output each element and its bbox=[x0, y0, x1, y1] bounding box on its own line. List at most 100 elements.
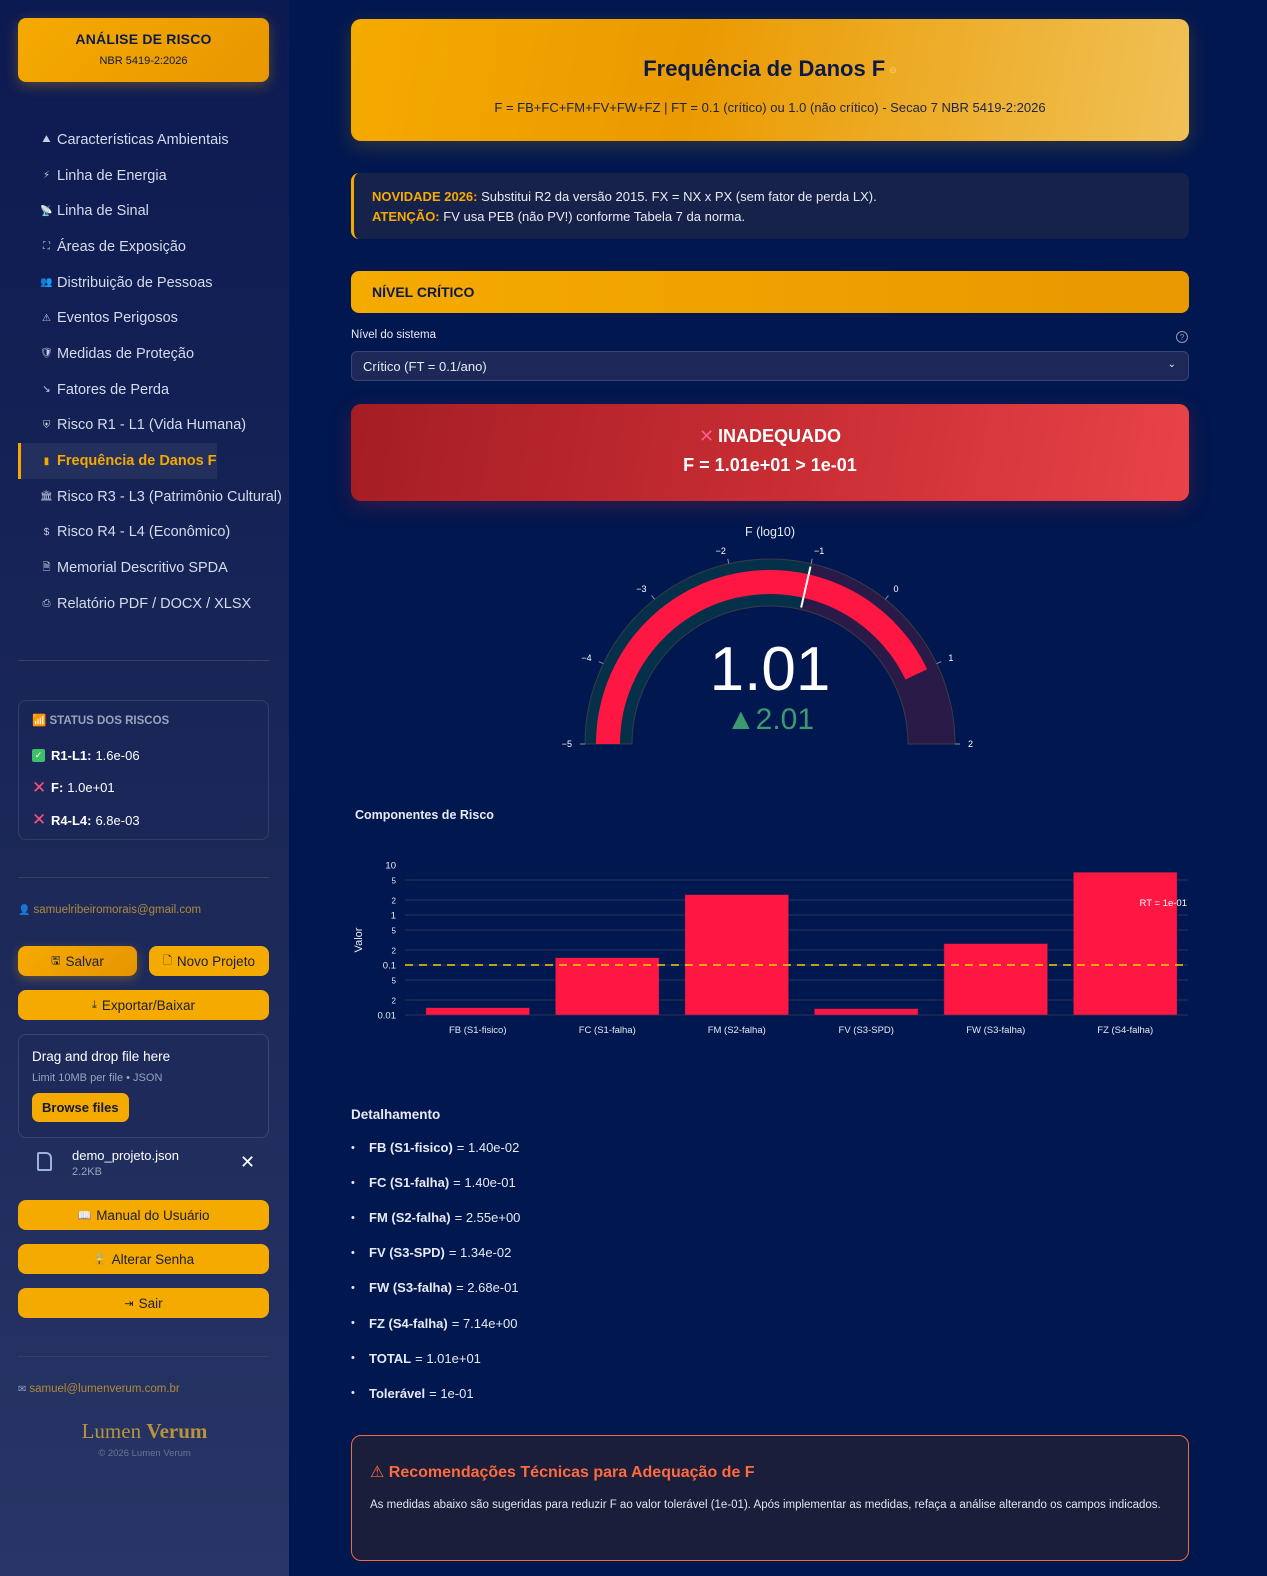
bar bbox=[425, 1007, 530, 1016]
detail-item: TOTAL= 1.01e+01 bbox=[351, 1341, 520, 1376]
risk-status-title: 📶 STATUS DOS RISCOS bbox=[32, 715, 170, 727]
sidebar-item-label: Distribuição de Pessoas bbox=[57, 274, 213, 291]
sidebar-item-eventos-perigosos[interactable]: ⚠ Eventos Perigosos bbox=[18, 300, 288, 336]
svg-text:−3: −3 bbox=[636, 584, 646, 594]
svg-text:RT = 1e-01: RT = 1e-01 bbox=[1140, 898, 1187, 909]
sidebar-item-relatorio-pdf-docx-xlsx[interactable]: ⎙ Relatório PDF / DOCX / XLSX bbox=[18, 586, 288, 622]
sidebar-item-label: Medidas de Proteção bbox=[57, 345, 195, 362]
cross-icon: ✕ bbox=[32, 777, 47, 797]
sidebar-item-label: Relatório PDF / DOCX / XLSX bbox=[57, 595, 252, 612]
risk-key: R4-L4: bbox=[51, 812, 92, 828]
risk-value: 6.8e-03 bbox=[95, 812, 140, 828]
divider bbox=[18, 1356, 269, 1357]
mountain-icon: ⛰ bbox=[42, 134, 51, 146]
threshold-marker bbox=[800, 566, 812, 608]
download-icon: ⤓ bbox=[92, 998, 97, 1011]
section-header-critical-level: NÍVEL CRÍTICO bbox=[351, 271, 1189, 313]
verdict-expression: F = 1.01e+01 > 1e-01 bbox=[683, 455, 857, 475]
export-button[interactable]: ⤓ Exportar/Baixar bbox=[18, 990, 269, 1020]
browse-files-button[interactable]: Browse files bbox=[32, 1093, 129, 1122]
upload-instructions: Drag and drop file here bbox=[32, 1049, 171, 1064]
sidebar-item-caracteristicas-ambientais[interactable]: ⛰ Características Ambientais bbox=[18, 122, 288, 158]
svg-text:FV (S3-SPD): FV (S3-SPD) bbox=[839, 1025, 894, 1036]
new-file-icon: 🗋 bbox=[163, 954, 172, 967]
sidebar-item-label: Linha de Sinal bbox=[57, 203, 149, 220]
upload-limit: Limit 10MB per file • JSON bbox=[32, 1072, 163, 1084]
link-icon[interactable]: ⊖ bbox=[889, 64, 897, 75]
svg-text:10: 10 bbox=[385, 861, 396, 872]
sidebar-item-areas-de-exposicao[interactable]: ⛶ Áreas de Exposição bbox=[18, 229, 288, 265]
floppy-icon: 🖫 bbox=[51, 954, 61, 967]
detail-item: Tolerável= 1e-01 bbox=[351, 1376, 520, 1411]
detail-item: FV (S3-SPD)= 1.34e-02 bbox=[351, 1235, 520, 1270]
sidebar-item-label: Risco R1 - L1 (Vida Humana) bbox=[57, 417, 247, 434]
shield-heart-icon: ⛨ bbox=[42, 419, 51, 431]
lumen-verum-logo: Lumen Verum bbox=[81, 1419, 208, 1443]
app-subtitle: NBR 5419-2:2026 bbox=[99, 55, 188, 67]
user-email: 👤 samuelribeiromorais@gmail.com bbox=[18, 904, 202, 916]
file-icon bbox=[37, 1152, 52, 1171]
printer-icon: ⎙ bbox=[42, 598, 51, 610]
check-icon: ✓ bbox=[32, 748, 45, 762]
sidebar-item-risco-r1-l1-vida-humana[interactable]: ⛨ Risco R1 - L1 (Vida Humana) bbox=[18, 408, 288, 444]
divider bbox=[18, 660, 269, 661]
logout-button[interactable]: ⇥ Sair bbox=[18, 1288, 269, 1318]
svg-text:−1: −1 bbox=[814, 546, 824, 556]
svg-text:FZ (S4-falha): FZ (S4-falha) bbox=[1097, 1025, 1153, 1036]
sidebar-item-memorial-descritivo-spda[interactable]: 🗎 Memorial Descritivo SPDA bbox=[18, 550, 288, 586]
chart-icon: 📶 bbox=[32, 715, 50, 727]
risk-key: F: bbox=[51, 780, 64, 796]
file-uploader[interactable]: Drag and drop file here Limit 10MB per f… bbox=[18, 1034, 269, 1138]
risk-status-panel: 📶 STATUS DOS RISCOS ✓ R1-L1: 1.6e-06 ✕ F: 1.0… bbox=[18, 700, 269, 840]
help-icon[interactable]: ? bbox=[1176, 331, 1188, 343]
people-icon: 👥 bbox=[40, 277, 53, 289]
system-level-select[interactable]: Crítico (FT = 0.1/ano) ⌄ bbox=[351, 351, 1189, 381]
divider bbox=[18, 877, 269, 878]
risk-value: 1.0e+01 bbox=[67, 780, 115, 796]
info-notice: NOVIDADE 2026: Substitui R2 da versão 20… bbox=[351, 173, 1189, 239]
svg-text:0.01: 0.01 bbox=[378, 1011, 397, 1022]
sidebar-item-risco-r3-l3-patrimonio-cultural[interactable]: 🏛 Risco R3 - L3 (Patrimônio Cultural) bbox=[18, 479, 288, 515]
gauge-value: 1.01 bbox=[710, 635, 831, 704]
detail-item: FM (S2-falha)= 2.55e+00 bbox=[351, 1200, 520, 1235]
user-icon: 👤 bbox=[18, 905, 31, 916]
sidebar-item-linha-de-energia[interactable]: ⚡ Linha de Energia bbox=[18, 158, 288, 194]
sidebar-item-linha-de-sinal[interactable]: 📡 Linha de Sinal bbox=[18, 193, 288, 229]
sidebar-item-label: Risco R4 - L4 (Econômico) bbox=[57, 524, 231, 541]
new-project-button[interactable]: 🗋 Novo Projeto bbox=[149, 946, 269, 976]
copyright: © 2026 Lumen Verum bbox=[98, 1448, 191, 1459]
sidebar-item-label: Áreas de Exposição bbox=[57, 238, 186, 255]
sidebar-item-medidas-de-protecao[interactable]: 🛡 Medidas de Proteção bbox=[18, 336, 288, 372]
verdict-banner: ✕ INADEQUADO F = 1.01e+01 > 1e-01 bbox=[351, 404, 1189, 501]
chevron-down-icon: ⌄ bbox=[1167, 359, 1176, 370]
contact-email[interactable]: ✉ samuel@lumenverum.com.br bbox=[18, 1383, 180, 1395]
risk-status-row: ✕ R4-L4: 6.8e-03 bbox=[32, 804, 255, 837]
sidebar-item-risco-r4-l4-economico[interactable]: $ Risco R4 - L4 (Econômico) bbox=[18, 515, 288, 551]
museum-icon: 🏛 bbox=[40, 491, 53, 503]
risk-key: R1-L1: bbox=[51, 747, 92, 763]
trend-down-icon: ↘ bbox=[42, 384, 51, 396]
svg-text:−4: −4 bbox=[581, 653, 591, 663]
system-level-label: Nível do sistema bbox=[351, 329, 437, 341]
remove-file-icon[interactable]: ✕ bbox=[240, 1152, 256, 1172]
page-header: Frequência de Danos F ⊖ F = FB+FC+FM+FV+F… bbox=[351, 19, 1189, 141]
user-manual-button[interactable]: 📖 Manual do Usuário bbox=[18, 1200, 269, 1230]
save-button[interactable]: 🖫 Salvar bbox=[18, 946, 137, 976]
svg-text:2: 2 bbox=[392, 996, 397, 1005]
bar bbox=[943, 943, 1048, 1016]
plug-icon: ⚡ bbox=[42, 170, 51, 182]
sidebar-item-frequencia-de-danos-f[interactable]: ▮ Frequência de Danos F bbox=[18, 443, 217, 479]
detail-item: FW (S3-falha)= 2.68e-01 bbox=[351, 1270, 520, 1305]
svg-text:2: 2 bbox=[392, 946, 397, 955]
bar bbox=[814, 1008, 919, 1016]
gauge-delta: ▲2.01 bbox=[726, 703, 814, 736]
sidebar-item-distribuicao-de-pessoas[interactable]: 👥 Distribuição de Pessoas bbox=[18, 265, 288, 301]
sidebar-item-fatores-de-perda[interactable]: ↘ Fatores de Perda bbox=[18, 372, 288, 408]
verdict-status: INADEQUADO bbox=[718, 426, 842, 446]
f-gauge-chart: F (log10) −5 −4 −3 −2 −1 0 1 2 1.01 ▲2.01 bbox=[562, 525, 973, 749]
bar-chart-icon: ▮ bbox=[43, 455, 50, 467]
change-password-button[interactable]: 🔒 Alterar Senha bbox=[18, 1244, 269, 1274]
app-brand: ANÁLISE DE RISCO NBR 5419-2:2026 bbox=[18, 18, 269, 82]
cross-icon: ✕ bbox=[32, 810, 47, 830]
gauge-title: F (log10) bbox=[745, 525, 795, 539]
